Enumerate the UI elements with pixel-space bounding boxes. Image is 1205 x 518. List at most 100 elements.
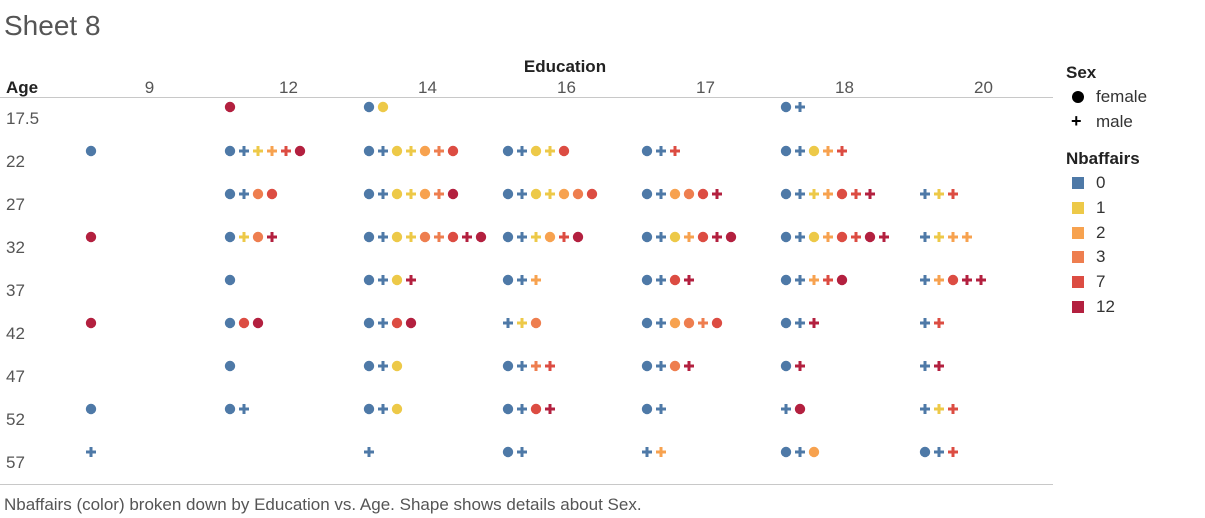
male-mark (809, 275, 819, 285)
male-mark (517, 404, 527, 414)
male-mark (823, 189, 833, 199)
female-mark (447, 231, 459, 243)
male-mark (795, 232, 805, 242)
plus-icon: + (1071, 111, 1082, 131)
row-label: 52 (6, 410, 25, 429)
column-label: 17 (696, 78, 715, 97)
female-mark (85, 145, 97, 157)
row-label: 47 (6, 367, 25, 386)
nbaffairs-legend-label: 0 (1096, 173, 1106, 192)
sex-legend-item-male[interactable]: + male (1070, 111, 1133, 132)
female-mark (836, 231, 848, 243)
female-mark (391, 317, 403, 329)
female-mark (363, 231, 375, 243)
female-mark (530, 145, 542, 157)
male-mark (239, 146, 249, 156)
male-mark (656, 146, 666, 156)
male-mark (545, 146, 555, 156)
female-mark (641, 188, 653, 200)
male-mark (364, 447, 374, 457)
female-mark (363, 274, 375, 286)
male-mark (378, 146, 388, 156)
male-mark (239, 189, 249, 199)
column-label: 16 (557, 78, 576, 97)
male-mark (531, 275, 541, 285)
male-mark (378, 361, 388, 371)
nbaffairs-legend-item-7[interactable]: 7 (1070, 272, 1105, 292)
female-mark (780, 145, 792, 157)
male-mark (712, 232, 722, 242)
female-mark (530, 317, 542, 329)
male-mark (239, 232, 249, 242)
male-mark (865, 189, 875, 199)
age-axis-title: Age (6, 78, 39, 97)
male-mark (920, 232, 930, 242)
male-mark (823, 275, 833, 285)
male-mark (656, 318, 666, 328)
male-mark (948, 404, 958, 414)
male-mark (434, 232, 444, 242)
male-mark (517, 275, 527, 285)
female-mark (391, 145, 403, 157)
male-mark (851, 232, 861, 242)
female-mark (266, 188, 278, 200)
sex-legend-label: male (1096, 112, 1133, 131)
female-mark (502, 231, 514, 243)
female-mark (697, 231, 709, 243)
male-mark (656, 275, 666, 285)
male-mark (406, 275, 416, 285)
nbaffairs-legend-item-3[interactable]: 3 (1070, 247, 1105, 267)
male-mark (684, 232, 694, 242)
sex-legend-item-female[interactable]: female (1070, 87, 1147, 107)
female-mark (641, 145, 653, 157)
female-mark (447, 145, 459, 157)
circle-icon (1070, 89, 1090, 105)
male-mark (920, 275, 930, 285)
female-mark (363, 101, 375, 113)
male-mark (976, 275, 986, 285)
male-mark (934, 189, 944, 199)
male-mark (656, 189, 666, 199)
male-mark (795, 189, 805, 199)
male-mark (517, 189, 527, 199)
female-mark (808, 231, 820, 243)
nbaffairs-legend-item-12[interactable]: 12 (1070, 297, 1115, 317)
female-mark (502, 403, 514, 415)
male-mark (434, 146, 444, 156)
male-mark (267, 146, 277, 156)
male-mark (517, 232, 527, 242)
row-label: 17.5 (6, 109, 39, 128)
female-mark (780, 231, 792, 243)
female-mark (391, 403, 403, 415)
female-mark (864, 231, 876, 243)
female-mark (475, 231, 487, 243)
male-mark (406, 189, 416, 199)
nbaffairs-legend-item-1[interactable]: 1 (1070, 198, 1105, 218)
female-mark (363, 317, 375, 329)
female-mark (224, 101, 236, 113)
female-mark (780, 446, 792, 458)
female-mark (808, 145, 820, 157)
male-mark (642, 447, 652, 457)
female-mark (502, 188, 514, 200)
male-mark (795, 275, 805, 285)
sheet-title: Sheet 8 (4, 10, 101, 41)
female-mark (391, 360, 403, 372)
female-mark (85, 317, 97, 329)
nbaffairs-legend-label: 2 (1096, 222, 1106, 242)
male-mark (684, 361, 694, 371)
male-mark (962, 275, 972, 285)
nbaffairs-legend-item-0[interactable]: 0 (1070, 173, 1105, 193)
male-mark (837, 146, 847, 156)
female-mark (447, 188, 459, 200)
female-mark (502, 145, 514, 157)
male-mark (934, 232, 944, 242)
male-mark (934, 361, 944, 371)
male-mark (545, 404, 555, 414)
male-mark (781, 404, 791, 414)
male-mark (934, 404, 944, 414)
male-mark (545, 361, 555, 371)
female-mark (697, 188, 709, 200)
nbaffairs-legend-item-2[interactable]: 2 (1070, 223, 1105, 243)
male-mark (948, 189, 958, 199)
